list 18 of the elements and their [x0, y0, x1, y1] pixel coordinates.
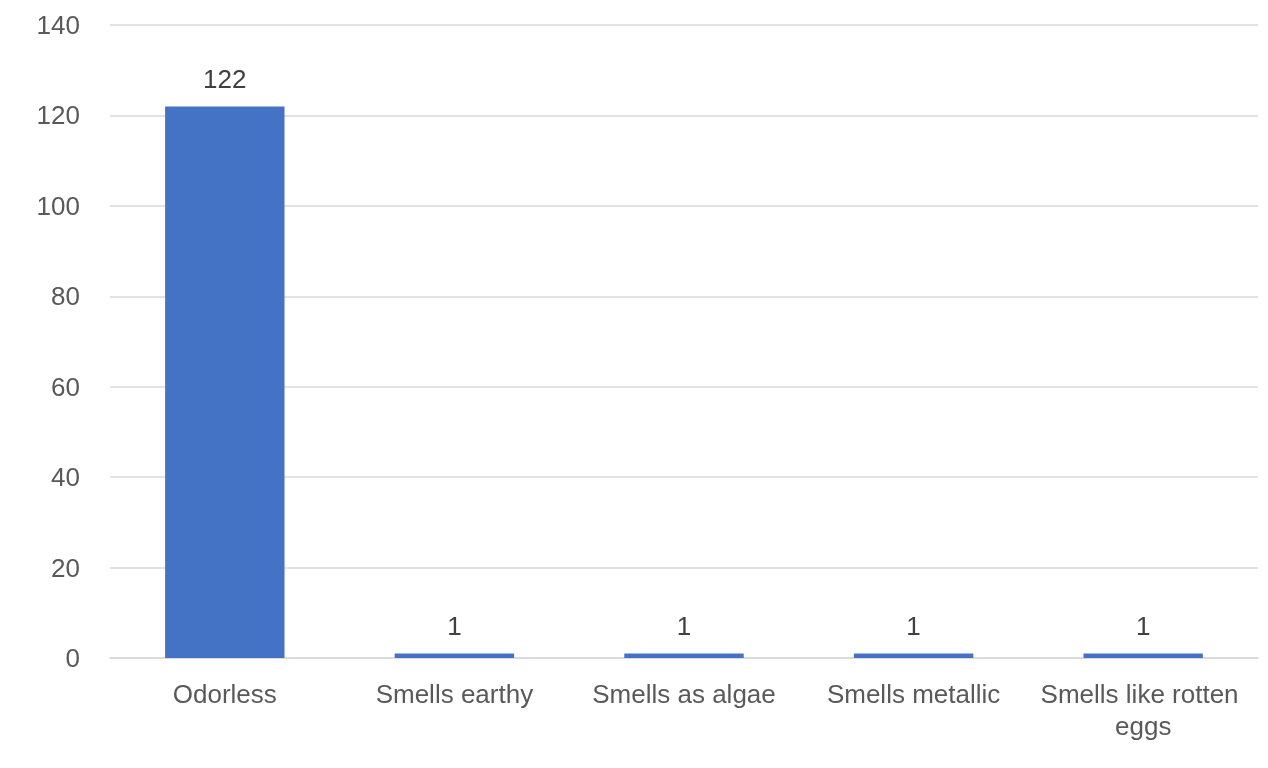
x-tick-label: Smells metallic: [826, 679, 1001, 709]
data-label: 1: [906, 611, 921, 642]
y-tick-label: 140: [36, 10, 80, 40]
y-tick-label: 80: [51, 281, 80, 312]
y-tick-label: 20: [51, 552, 80, 583]
y-tick-label: 40: [51, 462, 80, 493]
data-label: 122: [203, 64, 247, 95]
y-tick-label: 120: [36, 100, 80, 131]
x-tick-label: Smells earthy: [375, 679, 534, 709]
y-tick-label: 100: [36, 190, 80, 221]
data-label: 1: [447, 611, 462, 642]
x-tick-label: Odorless: [172, 679, 277, 709]
y-tick-label: 0: [65, 643, 80, 673]
y-tick-label: 60: [51, 371, 80, 402]
data-label: 1: [1135, 611, 1151, 642]
data-label: 1: [676, 611, 692, 642]
x-tick-label: Smells like rotten eggs: [1040, 679, 1246, 741]
x-tick-label: Smells as algae: [592, 679, 776, 709]
